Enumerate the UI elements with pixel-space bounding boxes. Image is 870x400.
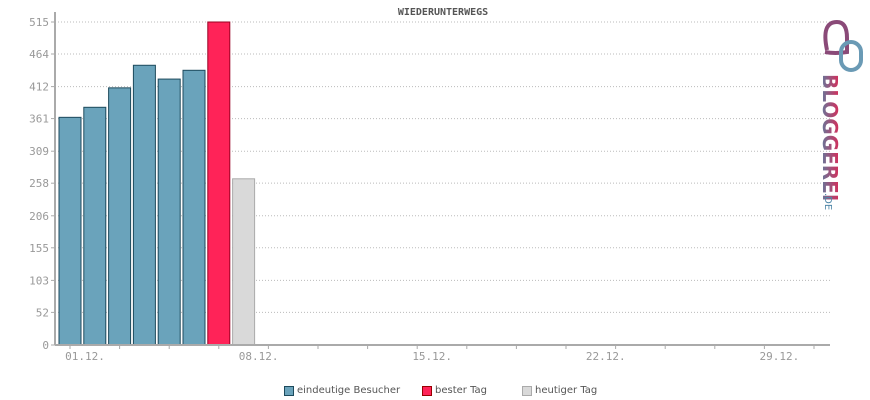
bar xyxy=(157,78,181,346)
logo-text: BLOGGEREI xyxy=(818,74,842,201)
y-tick-label: 515 xyxy=(29,16,49,29)
bar xyxy=(207,21,231,346)
legend-item-bester-tag: bester Tag xyxy=(422,385,487,396)
x-tick-label: 29.12. xyxy=(760,350,800,363)
x-tick-label: 22.12. xyxy=(586,350,626,363)
x-tick-label: 15.12. xyxy=(412,350,452,363)
bar xyxy=(108,87,132,346)
y-tick-label: 361 xyxy=(29,113,49,126)
legend-swatch xyxy=(284,385,294,396)
chart-title: WIEDERUNTERWEGS xyxy=(398,7,488,18)
y-tick-label: 0 xyxy=(42,339,49,352)
bloggerei-logo: BLOGGEREI .DE xyxy=(818,19,863,210)
legend-label: heutiger Tag xyxy=(535,385,598,396)
svg-text:.DE: .DE xyxy=(822,193,833,210)
legend-swatch xyxy=(522,385,532,396)
y-tick-label: 103 xyxy=(29,274,49,287)
y-tick-label: 206 xyxy=(29,210,49,223)
x-tick-label: 08.12. xyxy=(239,350,279,363)
bar xyxy=(132,64,156,346)
legend-item-heutiger-tag: heutiger Tag xyxy=(522,385,597,396)
y-tick-label: 464 xyxy=(29,48,49,61)
bar xyxy=(232,178,256,346)
y-tick-label: 309 xyxy=(29,145,49,158)
bar xyxy=(182,69,206,346)
y-tick-label: 155 xyxy=(29,242,49,255)
legend-item-besucher: eindeutige Besucher xyxy=(284,385,400,396)
y-tick-label: 412 xyxy=(29,81,49,94)
legend-swatch xyxy=(422,385,432,396)
legend-label: bester Tag xyxy=(435,385,488,396)
bar xyxy=(83,106,107,346)
x-tick-label: 01.12. xyxy=(65,350,105,363)
y-tick-label: 258 xyxy=(29,177,49,190)
bar xyxy=(58,116,82,346)
legend-label: eindeutige Besucher xyxy=(297,385,401,396)
y-tick-label: 52 xyxy=(36,306,49,319)
